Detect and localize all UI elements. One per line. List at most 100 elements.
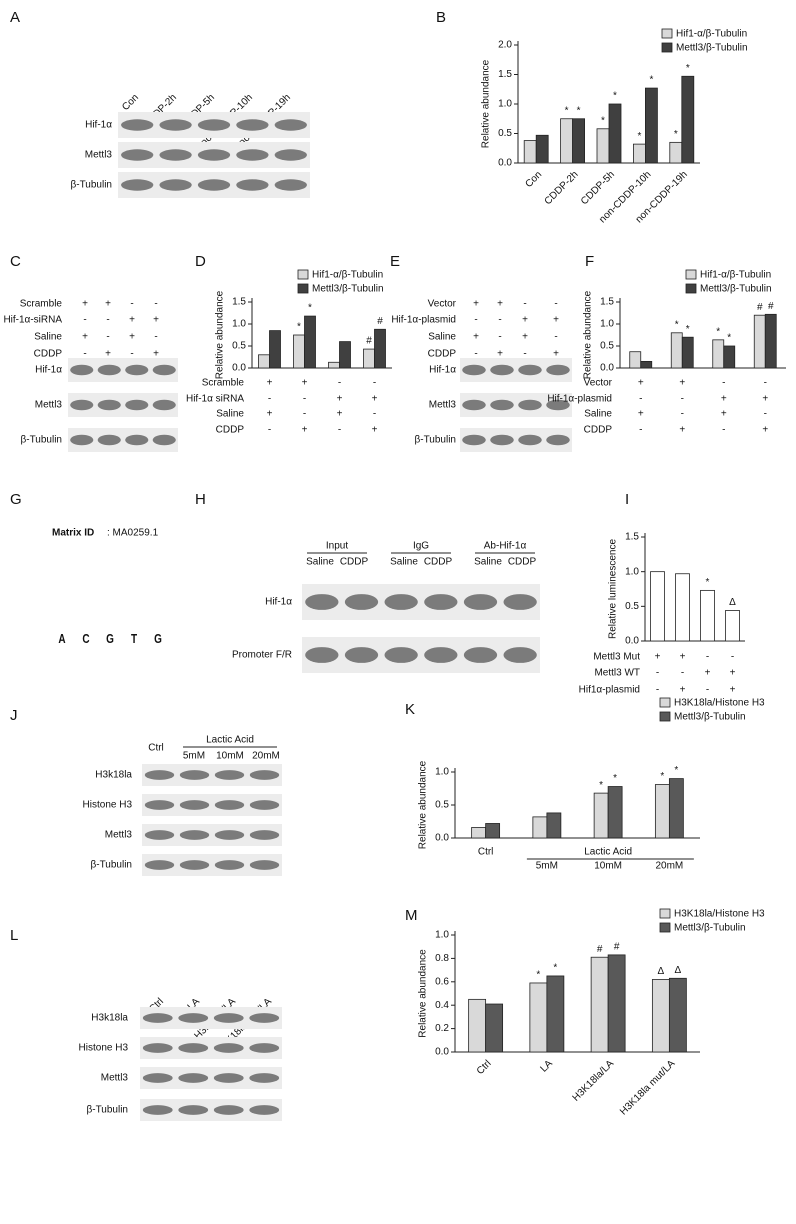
y-tick-label: 1.0 [498, 99, 512, 110]
band [384, 647, 418, 663]
condition-label: Hif-1α-plasmid [547, 394, 612, 405]
condition-sign: + [473, 332, 479, 343]
condition-sign: - [523, 349, 526, 360]
bar [535, 134, 549, 164]
bar [596, 128, 610, 164]
y-tick-label: 0.0 [600, 363, 614, 374]
panel-label: I [625, 491, 629, 508]
lane-label: CDDP [424, 557, 453, 568]
bar [681, 336, 694, 369]
band [178, 1043, 209, 1053]
significance-marker: Δ [658, 966, 665, 977]
condition-sign: + [497, 349, 503, 360]
condition-label: Hif-1α-siRNA [3, 315, 62, 326]
band [424, 647, 458, 663]
band [144, 830, 175, 840]
condition-sign: - [498, 332, 501, 343]
y-tick-label: 0.5 [498, 128, 512, 139]
y-tick-label: 0.0 [435, 1047, 449, 1058]
y-tick-label: 0.5 [625, 601, 639, 612]
condition-sign: + [655, 652, 661, 663]
blot-strip [140, 1099, 282, 1121]
condition-label: Mettl3 WT [594, 668, 640, 679]
legend-label: Mettl3/β-Tubulin [700, 284, 772, 295]
lane-label: Saline [474, 557, 502, 568]
condition-label: CDDP [34, 349, 63, 360]
bar [607, 786, 623, 839]
y-tick-label: 1.5 [498, 69, 512, 80]
condition-sign: + [153, 315, 159, 326]
matrix-label: Matrix ID [52, 528, 94, 539]
y-tick-label: 0.0 [232, 363, 246, 374]
condition-sign: + [762, 425, 768, 436]
condition-sign: + [372, 425, 378, 436]
condition-sign: - [303, 394, 306, 405]
band [144, 860, 175, 870]
condition-sign: - [523, 299, 526, 310]
band [214, 800, 245, 810]
legend-label: Mettl3/β-Tubulin [674, 712, 746, 723]
bar [328, 361, 340, 369]
condition-label: Hif-1α siRNA [186, 394, 244, 405]
significance-marker: # [768, 301, 774, 312]
condition-sign: + [302, 425, 308, 436]
y-axis-label: Relative abundance [418, 949, 429, 1038]
condition-sign: - [681, 668, 684, 679]
bar [339, 341, 351, 369]
bar [753, 314, 766, 369]
condition-sign: - [656, 685, 659, 696]
significance-marker: * [613, 91, 617, 102]
band [546, 434, 570, 446]
band [97, 399, 121, 411]
blot-row-label: Mettl3 [85, 150, 113, 161]
bar [640, 360, 653, 369]
condition-sign: - [338, 425, 341, 436]
condition-sign: - [722, 425, 725, 436]
band [142, 1105, 173, 1115]
significance-marker: * [649, 75, 653, 86]
panel-label: G [10, 491, 22, 508]
condition-sign: + [680, 652, 686, 663]
condition-label: Mettl3 Mut [593, 652, 640, 663]
legend-label: Hif1-α/β-Tubulin [700, 270, 771, 281]
condition-sign: + [105, 299, 111, 310]
bar [607, 954, 626, 1053]
x-tick-label: Con [523, 169, 544, 190]
legend-swatch [659, 711, 671, 722]
blot-row-label: Hif-1α [429, 365, 456, 376]
condition-label: Saline [34, 332, 62, 343]
condition-sign: + [473, 299, 479, 310]
y-tick-label: 1.5 [625, 532, 639, 543]
condition-label: Saline [584, 409, 612, 420]
y-tick-label: 2.0 [498, 40, 512, 51]
lane-label: Con [120, 92, 141, 113]
panel-label: H [195, 491, 206, 508]
y-tick-label: 1.0 [435, 767, 449, 778]
bar [650, 571, 665, 642]
condition-sign: - [639, 425, 642, 436]
condition-label: Hif1α-plasmid [579, 685, 640, 696]
condition-label: Vector [428, 299, 457, 310]
legend-swatch [659, 908, 671, 919]
band [121, 149, 154, 161]
condition-sign: - [373, 378, 376, 389]
significance-marker: # [377, 316, 383, 327]
x-tick-label: Ctrl [475, 1058, 494, 1077]
condition-sign: + [153, 349, 159, 360]
panel-label: D [195, 253, 206, 270]
blot-row-label: Promoter F/R [232, 650, 292, 661]
condition-sign: - [106, 315, 109, 326]
x-tick-label: 20mM [655, 861, 683, 872]
band [249, 1105, 280, 1115]
band [142, 1013, 173, 1023]
bar [485, 823, 501, 839]
band [179, 770, 210, 780]
y-tick-label: 0.0 [625, 636, 639, 647]
x-tick-label: H3K18la/LA [571, 1058, 617, 1104]
blot-strip [302, 584, 540, 620]
y-tick-label: 0.0 [435, 833, 449, 844]
legend-label: H3K18la/Histone H3 [674, 698, 765, 709]
band [97, 434, 121, 446]
blot-row-label: Histone H3 [83, 800, 133, 811]
significance-marker: * [637, 131, 641, 142]
